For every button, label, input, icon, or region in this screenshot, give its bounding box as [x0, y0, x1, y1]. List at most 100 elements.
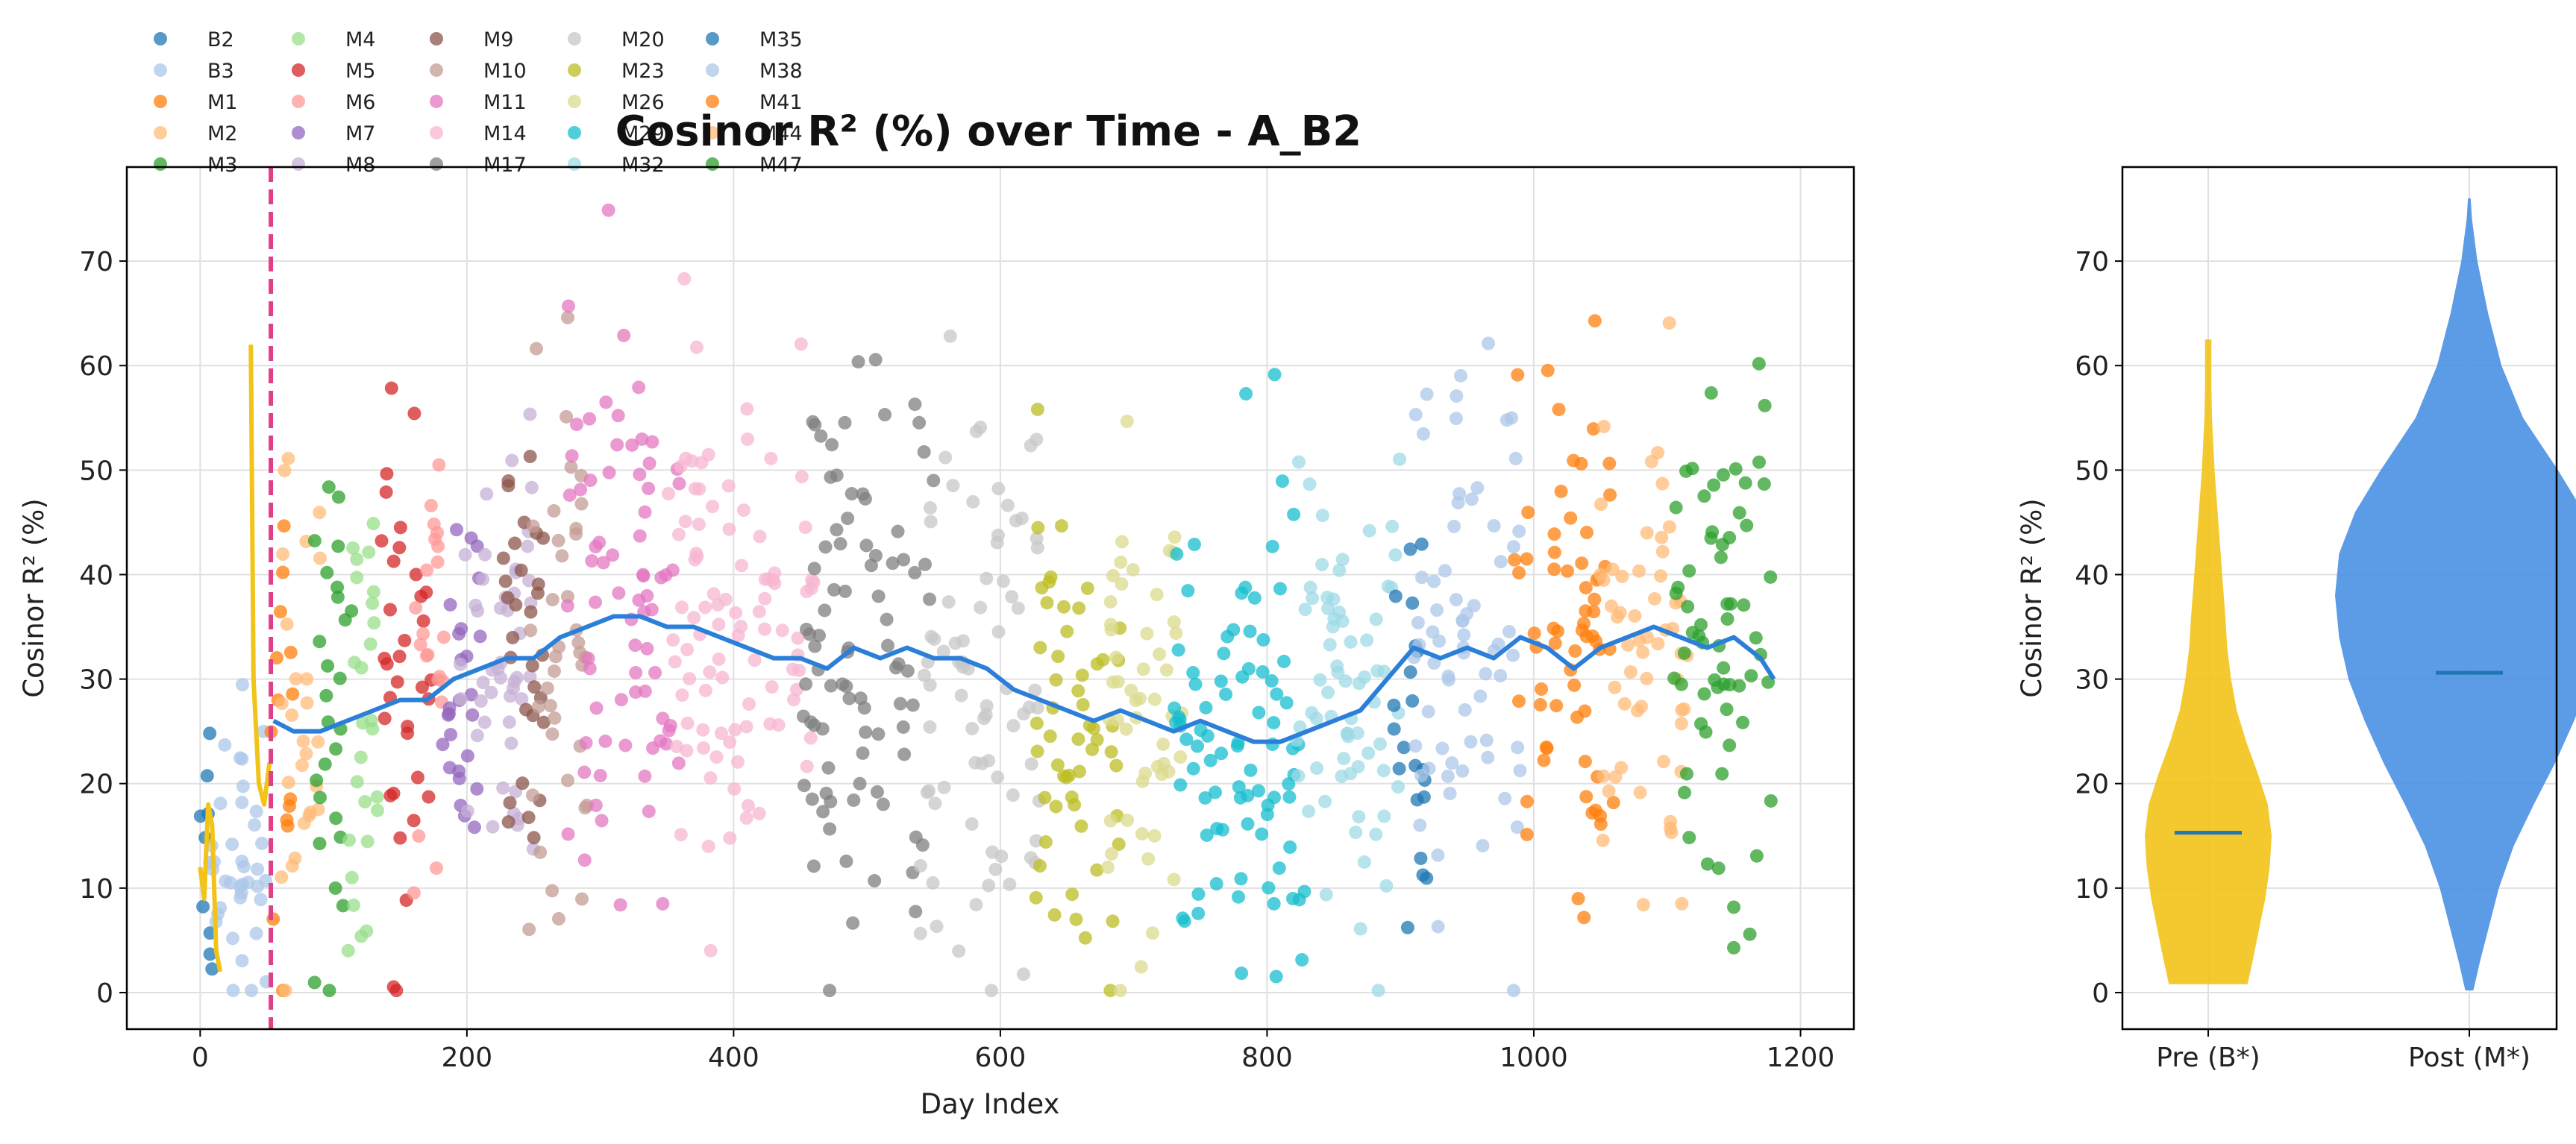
point-m38 [1476, 839, 1490, 853]
point-m14 [765, 680, 779, 694]
point-b3 [234, 886, 248, 900]
point-m14 [805, 573, 819, 587]
point-m41 [1567, 678, 1582, 692]
point-m38 [1455, 614, 1470, 628]
point-m4 [366, 517, 380, 531]
point-m14 [768, 576, 782, 591]
point-m2 [300, 696, 314, 710]
point-m14 [701, 839, 715, 853]
point-m23 [1103, 984, 1118, 998]
point-m38 [1431, 848, 1445, 862]
legend-label-m6: M6 [345, 91, 375, 114]
point-m3 [329, 742, 343, 756]
point-m38 [1510, 820, 1524, 835]
point-m17 [900, 664, 915, 678]
point-m29 [1179, 732, 1194, 747]
point-m23 [1056, 600, 1071, 614]
point-m9 [508, 536, 522, 550]
point-m9 [503, 796, 517, 810]
point-m1 [273, 605, 287, 619]
point-m38 [1421, 705, 1435, 719]
legend-marker-m1 [154, 95, 167, 108]
point-m20 [982, 754, 996, 768]
point-m17 [906, 698, 920, 712]
point-m14 [697, 741, 711, 755]
point-m32 [1338, 674, 1353, 688]
point-m38 [1513, 764, 1527, 778]
point-m1 [283, 799, 297, 813]
point-m20 [1016, 967, 1030, 981]
legend-marker-m2 [154, 126, 167, 139]
point-m6 [436, 630, 451, 644]
point-m5 [407, 814, 421, 828]
point-m23 [1044, 570, 1058, 584]
point-m32 [1388, 548, 1403, 562]
point-m2 [278, 984, 292, 998]
point-m14 [680, 642, 695, 656]
point-m23 [1071, 732, 1085, 747]
point-m35 [1405, 596, 1420, 610]
point-m23 [1043, 729, 1057, 744]
point-m32 [1373, 737, 1387, 751]
point-m11 [562, 299, 576, 313]
point-m17 [908, 397, 922, 412]
point-m47 [1764, 570, 1778, 584]
point-m47 [1724, 597, 1738, 611]
point-m38 [1447, 519, 1461, 533]
point-m14 [692, 518, 706, 532]
point-m6 [413, 638, 427, 652]
point-m14 [687, 611, 701, 625]
point-m44 [1664, 826, 1679, 840]
point-m11 [601, 203, 615, 217]
point-m11 [646, 741, 660, 755]
point-m23 [1030, 716, 1044, 730]
point-m38 [1473, 689, 1488, 703]
y-tick-label: 0 [2092, 978, 2109, 1009]
point-m41 [1548, 636, 1562, 650]
point-m20 [1030, 541, 1044, 555]
point-m20 [1024, 757, 1038, 771]
point-m20 [1030, 433, 1044, 447]
y-tick-label: 0 [96, 978, 113, 1009]
point-m14 [775, 623, 789, 638]
point-m20 [980, 571, 994, 585]
point-m14 [794, 337, 808, 351]
point-m6 [432, 458, 446, 472]
point-b3 [235, 954, 249, 968]
point-m20 [1028, 683, 1042, 697]
point-m35 [1392, 761, 1406, 776]
point-m29 [1283, 840, 1297, 854]
point-m38 [1450, 389, 1464, 403]
point-m17 [889, 661, 903, 675]
point-m47 [1743, 927, 1757, 941]
point-m29 [1243, 624, 1257, 638]
point-m47 [1694, 717, 1708, 731]
point-m17 [912, 415, 927, 430]
point-m44 [1623, 665, 1638, 679]
point-m20 [1017, 707, 1031, 721]
point-m38 [1494, 669, 1508, 683]
point-m47 [1714, 550, 1728, 565]
point-m11 [570, 418, 584, 432]
point-m5 [409, 568, 423, 582]
point-m17 [842, 691, 856, 705]
point-m32 [1298, 603, 1312, 617]
point-m47 [1764, 793, 1778, 808]
point-m23 [1069, 912, 1083, 926]
point-m29 [1232, 890, 1246, 904]
point-m17 [909, 905, 923, 919]
point-m44 [1596, 573, 1611, 587]
point-m11 [598, 734, 612, 748]
point-m20 [988, 862, 1003, 876]
point-m32 [1320, 591, 1335, 605]
point-m32 [1291, 769, 1306, 783]
violin-post [2335, 198, 2576, 991]
point-m7 [470, 782, 484, 796]
point-m6 [421, 647, 435, 661]
point-m11 [648, 665, 662, 679]
point-m29 [1191, 887, 1206, 901]
point-m14 [709, 750, 724, 764]
point-m2 [313, 551, 328, 565]
point-m20 [991, 482, 1006, 496]
y-tick-label: 20 [2075, 770, 2109, 800]
